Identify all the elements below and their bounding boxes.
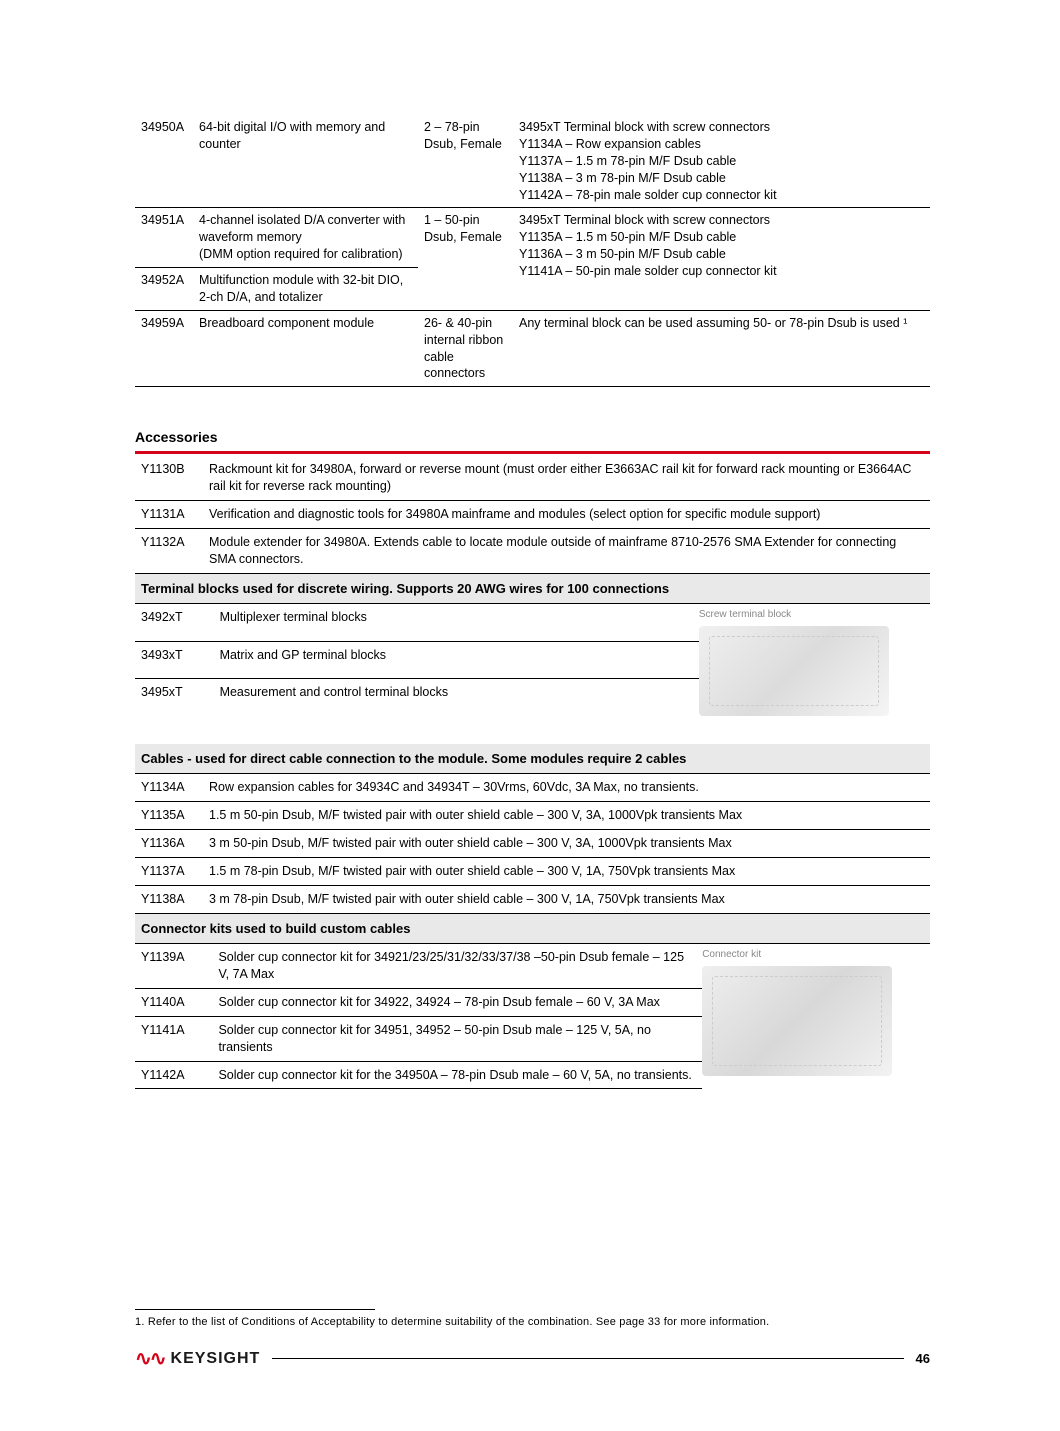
terminal-desc: Matrix and GP terminal blocks <box>214 641 699 679</box>
cable-model: Y1137A <box>135 857 203 885</box>
terminal-desc: Measurement and control terminal blocks <box>214 679 699 716</box>
connkit-model: Y1142A <box>135 1061 212 1089</box>
connkit-model: Y1139A <box>135 944 212 988</box>
acc-model: Y1130B <box>135 456 203 500</box>
terminal-table: 3492xT Multiplexer terminal blocks Screw… <box>135 604 930 716</box>
module-model: 34950A <box>135 115 193 208</box>
connkit-table: Y1139A Solder cup connector kit for 3492… <box>135 944 930 1089</box>
terminal-model: 3493xT <box>135 641 214 679</box>
module-desc: 64-bit digital I/O with memory and count… <box>193 115 418 208</box>
module-table: 34950A 64-bit digital I/O with memory an… <box>135 115 930 387</box>
cable-model: Y1134A <box>135 774 203 802</box>
module-model: 34952A <box>135 268 193 311</box>
footer-rule <box>272 1358 903 1359</box>
keysight-logo: ∿∿ KEYSIGHT <box>135 1346 260 1371</box>
module-conn: 26- & 40-pin internal ribbon cable conne… <box>418 310 513 387</box>
acc-desc: Verification and diagnostic tools for 34… <box>203 501 930 529</box>
module-model: 34959A <box>135 310 193 387</box>
module-conn: 2 – 78-pin Dsub, Female <box>418 115 513 208</box>
subheader-connkits: Connector kits used to build custom cabl… <box>135 913 930 944</box>
module-model: 34951A <box>135 208 193 268</box>
connkit-model: Y1140A <box>135 988 212 1016</box>
footnote-text: 1. Refer to the list of Conditions of Ac… <box>135 1316 930 1328</box>
module-desc: Multifunction module with 32-bit DIO, 2-… <box>193 268 418 311</box>
accessories-table: Y1130B Rackmount kit for 34980A, forward… <box>135 456 930 604</box>
connkit-image-cell: Connector kit <box>702 944 930 1089</box>
terminal-image-caption: Screw terminal block <box>699 608 930 622</box>
cable-desc: 1.5 m 78-pin Dsub, M/F twisted pair with… <box>203 857 930 885</box>
cable-desc: Row expansion cables for 34934C and 3493… <box>203 774 930 802</box>
module-conn: 1 – 50-pin Dsub, Female <box>418 208 513 310</box>
subheader-cables: Cables - used for direct cable connectio… <box>135 744 930 774</box>
connkit-desc: Solder cup connector kit for the 34950A … <box>212 1061 702 1089</box>
keysight-logo-icon: ∿∿ <box>135 1346 165 1371</box>
cable-model: Y1135A <box>135 802 203 830</box>
connkit-desc: Solder cup connector kit for 34922, 3492… <box>212 988 702 1016</box>
terminal-model: 3492xT <box>135 604 214 641</box>
cable-desc: 3 m 50-pin Dsub, M/F twisted pair with o… <box>203 829 930 857</box>
accessories-heading: Accessories <box>135 429 930 445</box>
keysight-logo-text: KEYSIGHT <box>171 1350 261 1368</box>
cable-model: Y1136A <box>135 829 203 857</box>
red-rule <box>135 451 930 454</box>
cable-model: Y1138A <box>135 885 203 913</box>
terminal-model: 3495xT <box>135 679 214 716</box>
terminal-block-image <box>699 626 889 716</box>
subheader-terminal: Terminal blocks used for discrete wiring… <box>135 573 930 604</box>
page-number: 46 <box>916 1351 930 1366</box>
cable-desc: 3 m 78-pin Dsub, M/F twisted pair with o… <box>203 885 930 913</box>
connector-kit-image <box>702 966 892 1076</box>
connkit-desc: Solder cup connector kit for 34921/23/25… <box>212 944 702 988</box>
footnote-rule <box>135 1309 375 1310</box>
connkit-image-caption: Connector kit <box>702 948 930 962</box>
cables-table: Cables - used for direct cable connectio… <box>135 744 930 944</box>
cable-desc: 1.5 m 50-pin Dsub, M/F twisted pair with… <box>203 802 930 830</box>
connkit-desc: Solder cup connector kit for 34951, 3495… <box>212 1016 702 1061</box>
terminal-image-cell: Screw terminal block <box>699 604 930 716</box>
terminal-desc: Multiplexer terminal blocks <box>214 604 699 641</box>
connkit-model: Y1141A <box>135 1016 212 1061</box>
module-acc: 3495xT Terminal block with screw connect… <box>513 208 930 310</box>
module-desc: 4-channel isolated D/A converter with wa… <box>193 208 418 268</box>
acc-desc: Module extender for 34980A. Extends cabl… <box>203 528 930 573</box>
page-footer: ∿∿ KEYSIGHT 46 <box>135 1346 930 1371</box>
acc-model: Y1131A <box>135 501 203 529</box>
module-acc: 3495xT Terminal block with screw connect… <box>513 115 930 208</box>
module-acc: Any terminal block can be used assuming … <box>513 310 930 387</box>
acc-model: Y1132A <box>135 528 203 573</box>
module-desc: Breadboard component module <box>193 310 418 387</box>
acc-desc: Rackmount kit for 34980A, forward or rev… <box>203 456 930 500</box>
